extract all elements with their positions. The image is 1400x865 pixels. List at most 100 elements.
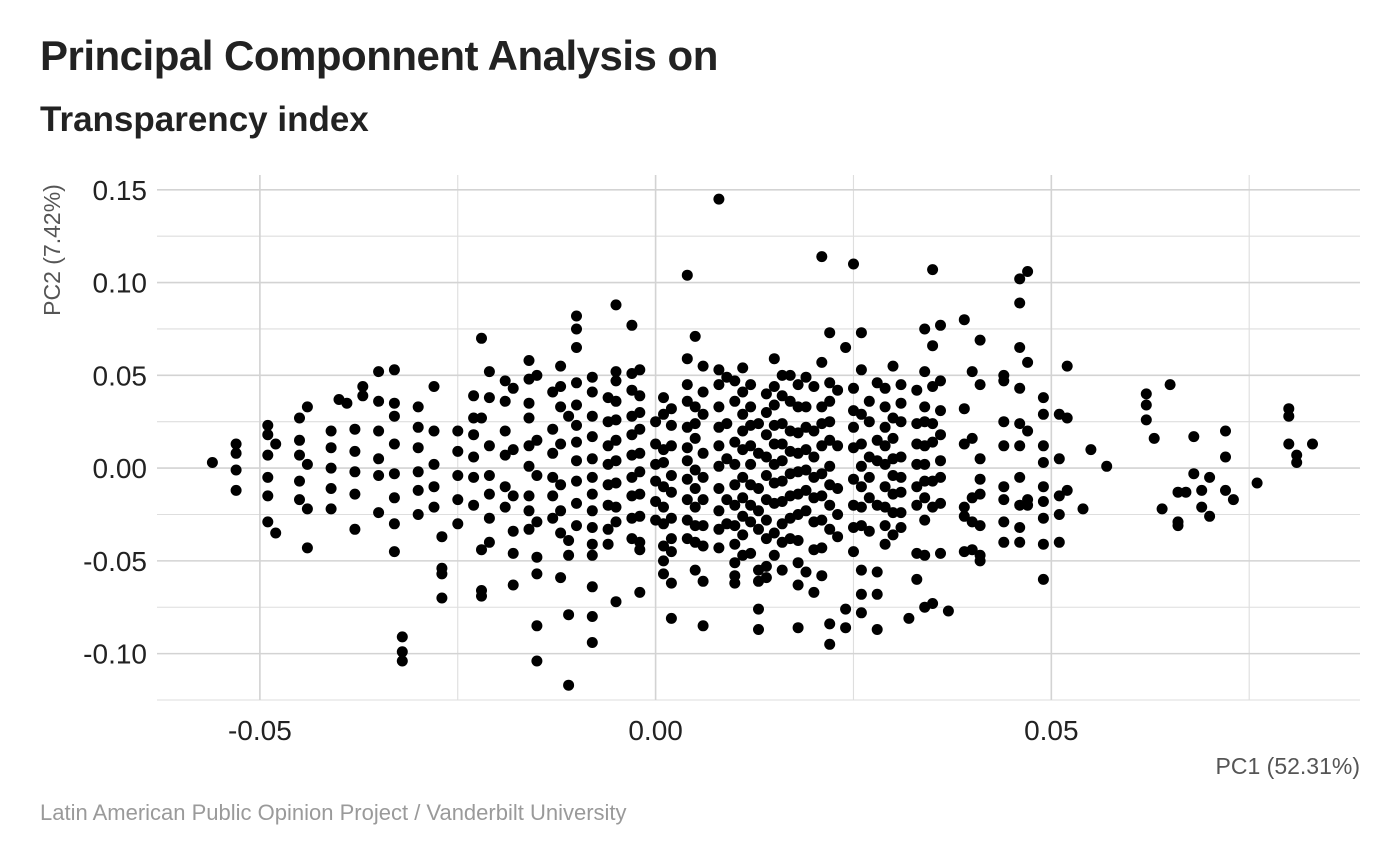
data-point bbox=[792, 557, 804, 569]
data-point bbox=[301, 503, 313, 515]
data-point bbox=[658, 518, 669, 530]
data-point bbox=[563, 549, 575, 561]
data-point bbox=[468, 471, 480, 483]
data-point bbox=[911, 481, 923, 493]
data-point bbox=[507, 382, 519, 394]
data-point bbox=[626, 384, 638, 396]
data-point bbox=[1188, 468, 1200, 480]
data-point bbox=[760, 533, 772, 545]
data-point bbox=[531, 516, 543, 528]
data-point bbox=[262, 471, 274, 483]
data-point bbox=[1014, 440, 1026, 452]
data-point bbox=[571, 455, 582, 467]
data-point bbox=[586, 522, 598, 533]
data-point bbox=[768, 353, 780, 365]
data-point bbox=[555, 360, 567, 372]
data-point bbox=[571, 436, 582, 448]
data-point bbox=[634, 390, 646, 402]
data-point bbox=[396, 631, 408, 643]
data-point bbox=[681, 269, 693, 281]
data-point bbox=[586, 505, 598, 517]
data-point bbox=[816, 468, 828, 480]
data-point bbox=[729, 520, 741, 532]
data-point bbox=[681, 514, 693, 526]
data-point bbox=[262, 419, 274, 431]
data-point bbox=[452, 445, 464, 457]
data-point bbox=[547, 490, 559, 502]
data-point bbox=[1053, 453, 1065, 465]
data-point bbox=[966, 366, 978, 378]
data-point bbox=[373, 453, 385, 465]
data-point bbox=[895, 471, 907, 483]
data-point bbox=[737, 529, 749, 541]
data-point bbox=[681, 455, 693, 467]
data-point bbox=[301, 401, 313, 413]
data-point bbox=[927, 340, 939, 352]
data-point bbox=[895, 397, 907, 409]
data-point bbox=[571, 310, 582, 322]
data-point bbox=[824, 377, 836, 389]
data-point bbox=[428, 481, 440, 493]
data-point bbox=[665, 612, 677, 624]
data-point bbox=[1291, 457, 1303, 468]
data-point bbox=[824, 638, 836, 650]
chart-title: Principal Componnent Analysis on bbox=[40, 32, 718, 79]
data-point bbox=[919, 514, 931, 526]
data-point bbox=[753, 418, 764, 430]
data-point bbox=[523, 355, 535, 366]
data-point bbox=[1022, 425, 1034, 437]
data-point bbox=[895, 522, 907, 533]
data-point bbox=[855, 460, 867, 472]
data-point bbox=[476, 544, 487, 556]
data-point bbox=[563, 535, 575, 546]
data-point bbox=[760, 407, 772, 418]
data-point bbox=[1014, 536, 1026, 548]
data-point bbox=[1037, 538, 1049, 550]
data-point bbox=[974, 473, 986, 485]
data-point bbox=[974, 453, 986, 465]
data-point bbox=[745, 440, 757, 452]
data-point bbox=[452, 518, 464, 530]
data-point bbox=[294, 475, 305, 487]
data-point bbox=[681, 442, 693, 454]
data-point bbox=[848, 473, 859, 485]
data-point bbox=[1061, 412, 1073, 424]
data-point bbox=[713, 523, 725, 535]
data-point bbox=[1014, 382, 1026, 394]
data-point bbox=[808, 586, 820, 598]
data-point bbox=[760, 572, 772, 584]
data-point bbox=[848, 546, 859, 558]
data-point bbox=[650, 496, 662, 507]
data-point bbox=[499, 501, 511, 513]
data-point bbox=[824, 499, 836, 511]
data-point bbox=[974, 555, 986, 567]
data-point bbox=[547, 386, 559, 398]
data-point bbox=[1037, 440, 1049, 452]
data-point bbox=[341, 397, 353, 409]
data-point bbox=[610, 414, 622, 426]
x-tick-label: 0.05 bbox=[1024, 715, 1079, 746]
data-point bbox=[681, 379, 693, 391]
data-point bbox=[1022, 356, 1034, 368]
data-point bbox=[1220, 425, 1231, 437]
data-point bbox=[412, 442, 424, 454]
data-point bbox=[610, 375, 622, 387]
data-point bbox=[974, 379, 986, 391]
data-point bbox=[681, 494, 693, 506]
data-point bbox=[840, 342, 852, 353]
data-point bbox=[895, 486, 907, 498]
data-point bbox=[547, 423, 559, 435]
data-point bbox=[745, 499, 757, 511]
data-point bbox=[262, 516, 274, 528]
data-point bbox=[531, 551, 543, 563]
data-point bbox=[800, 444, 812, 456]
y-tick-label: 0.00 bbox=[93, 453, 148, 484]
data-point bbox=[689, 483, 701, 494]
data-point bbox=[586, 488, 598, 500]
data-point bbox=[776, 496, 788, 507]
data-point bbox=[1196, 484, 1208, 496]
data-point bbox=[523, 460, 535, 472]
data-point bbox=[626, 319, 638, 331]
data-point bbox=[895, 416, 907, 428]
data-point bbox=[301, 458, 313, 470]
